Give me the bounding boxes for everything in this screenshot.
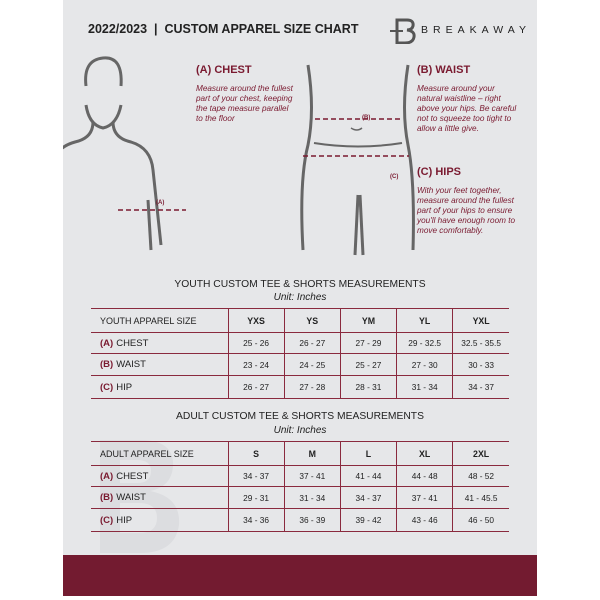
table-row: (B) WAIST 29 - 31 31 - 34 34 - 37 37 - 41 41 -… [91, 486, 509, 509]
youth-size-table: YOUTH APPAREL SIZE YXS YS YM YL YXL (A) CHEST 25… [91, 308, 509, 399]
size-column-header: XL [396, 441, 453, 466]
waist-heading: (B) WAIST [417, 64, 471, 76]
adult-unit: Unit: Inches [273, 425, 327, 436]
measurement-label: (B) WAIST [91, 486, 228, 509]
measurement-value: 41 - 45.5 [452, 486, 509, 509]
chest-marker: (A) [156, 200, 165, 206]
size-column-header: L [339, 441, 397, 466]
measurement-value: 31 - 34 [283, 486, 341, 509]
size-column-header: YXL [452, 308, 509, 333]
page-title: 2022/2023 | CUSTOM APPAREL SIZE CHART [88, 22, 359, 36]
measurement-value: 29 - 31 [227, 486, 285, 509]
hips-heading: (C) HIPS [417, 166, 461, 178]
measurement-label: (C) HIP [91, 508, 228, 532]
measurement-value: 43 - 46 [396, 508, 453, 532]
youth-unit: Unit: Inches [273, 292, 327, 303]
measurement-value: 34 - 37 [339, 486, 397, 509]
measurement-value: 30 - 33 [452, 353, 509, 376]
measurement-value: 36 - 39 [283, 508, 341, 532]
torso-figure [63, 56, 163, 251]
measurement-value: 26 - 27 [227, 375, 285, 399]
hips-description: With your feet together, measure around … [417, 186, 516, 235]
chest-heading: (A) CHEST [196, 64, 252, 76]
adult-section-title: ADULT CUSTOM TEE & SHORTS MEASUREMENTS [176, 411, 424, 422]
measurement-letter: (B) [100, 492, 114, 503]
size-column-header: YM [339, 308, 397, 333]
measurement-value: 34 - 37 [452, 375, 509, 399]
measurement-value: 41 - 44 [339, 465, 397, 487]
measurement-name: WAIST [116, 359, 146, 370]
measurement-letter: (C) [100, 514, 114, 526]
measurement-letter: (A) [100, 470, 114, 482]
size-column-header: M [283, 441, 341, 466]
size-column-header: YS [283, 308, 341, 333]
measurement-letter: (B) [100, 359, 114, 370]
measurement-name: HIP [116, 381, 133, 393]
measurement-value: 25 - 26 [227, 332, 285, 354]
measurement-value: 34 - 37 [227, 465, 285, 487]
waist-marker: (B) [362, 115, 371, 121]
measurement-label: (A) CHEST [91, 332, 228, 354]
footer-band [63, 555, 537, 596]
measurement-name: WAIST [116, 492, 146, 503]
size-column-header: YXS [227, 308, 285, 333]
measurement-figures [63, 56, 415, 256]
measurement-value: 28 - 31 [339, 375, 397, 399]
table-row: (A) CHEST 25 - 26 26 - 27 27 - 29 29 - 32.5 32… [91, 332, 509, 354]
brand-name: BREAKAWAY [421, 24, 531, 36]
measurement-value: 32.5 - 35.5 [452, 332, 509, 354]
measurement-value: 27 - 29 [339, 332, 397, 354]
measurement-value: 48 - 52 [452, 465, 509, 487]
hips-marker: (C) [390, 174, 399, 180]
measurement-value: 34 - 36 [227, 508, 285, 532]
size-label-header: YOUTH APPAREL SIZE [91, 308, 228, 333]
chest-description: Measure around the fullest part of your … [196, 84, 293, 123]
measurement-value: 27 - 30 [396, 353, 453, 376]
measurement-letter: (A) [100, 337, 114, 349]
table-row: (C) HIP 34 - 36 36 - 39 39 - 42 43 - 46 46 - 5… [91, 508, 509, 532]
table-row: (A) CHEST 34 - 37 37 - 41 41 - 44 44 - 48 48 -… [91, 465, 509, 487]
brand-logo-icon [390, 18, 416, 44]
measurement-value: 25 - 27 [339, 353, 397, 376]
measurement-name: HIP [116, 514, 133, 526]
measurement-name: CHEST [116, 470, 149, 482]
size-label-header: ADULT APPAREL SIZE [91, 441, 228, 466]
table-header-row: ADULT APPAREL SIZE S M L XL 2XL [91, 441, 509, 466]
measurement-label: (C) HIP [91, 375, 228, 399]
table-header-row: YOUTH APPAREL SIZE YXS YS YM YL YXL [91, 308, 509, 333]
measurement-value: 27 - 28 [283, 375, 341, 399]
measurement-label: (A) CHEST [91, 465, 228, 487]
table-row: (B) WAIST 23 - 24 24 - 25 25 - 27 27 - 30 30 -… [91, 353, 509, 376]
measurement-value: 24 - 25 [283, 353, 341, 376]
table-row: (C) HIP 26 - 27 27 - 28 28 - 31 31 - 34 34 - 3… [91, 375, 509, 399]
measurement-name: CHEST [116, 337, 149, 349]
measurement-value: 26 - 27 [283, 332, 341, 354]
measurement-value: 29 - 32.5 [396, 332, 453, 354]
measurement-value: 23 - 24 [227, 353, 285, 376]
hips-figure [300, 64, 415, 256]
size-column-header: S [227, 441, 285, 466]
size-column-header: YL [396, 308, 453, 333]
measurement-letter: (C) [100, 381, 114, 393]
measurement-value: 37 - 41 [283, 465, 341, 487]
measurement-value: 31 - 34 [396, 375, 453, 399]
waist-description: Measure around your natural waistline – … [417, 84, 517, 133]
youth-section-title: YOUTH CUSTOM TEE & SHORTS MEASUREMENTS [174, 279, 426, 290]
measurement-value: 39 - 42 [339, 508, 397, 532]
size-column-header: 2XL [452, 441, 509, 466]
measurement-label: (B) WAIST [91, 353, 228, 376]
adult-size-table: ADULT APPAREL SIZE S M L XL 2XL (A) CHEST 34 - 3… [91, 441, 509, 532]
measurement-value: 46 - 50 [452, 508, 509, 532]
measurement-value: 44 - 48 [396, 465, 453, 487]
measurement-value: 37 - 41 [396, 486, 453, 509]
